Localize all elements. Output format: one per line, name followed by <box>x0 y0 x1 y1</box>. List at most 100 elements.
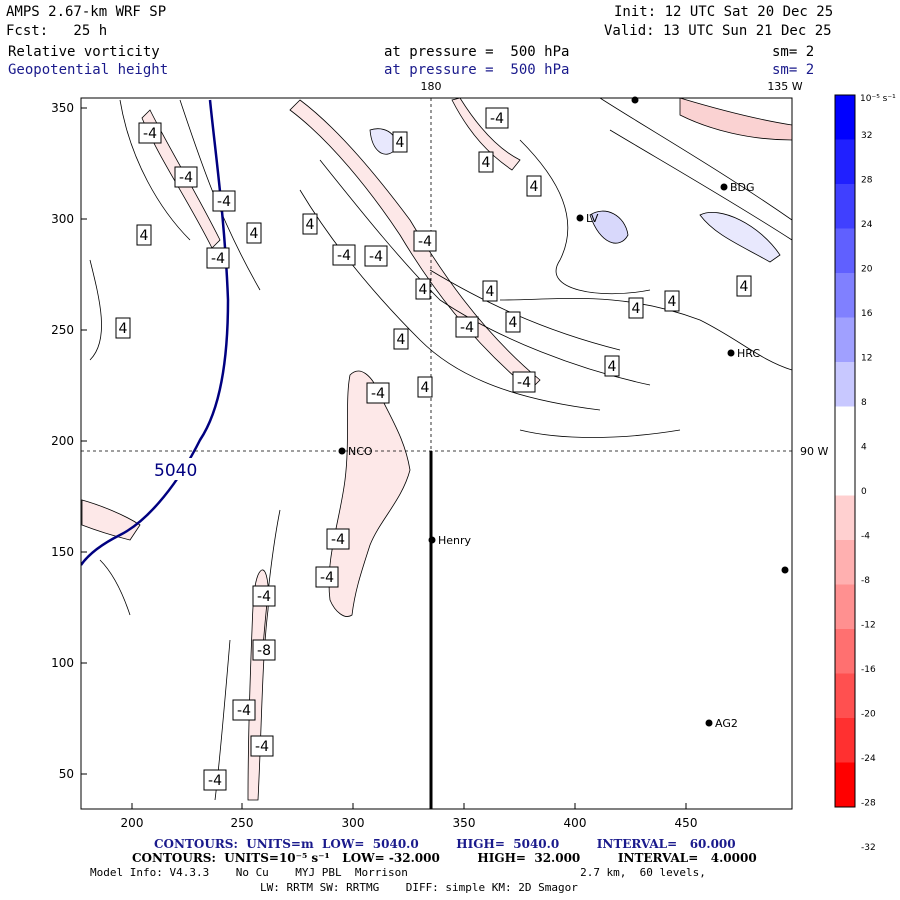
contour-label-box <box>393 328 409 350</box>
contour-label: 4 <box>486 284 495 300</box>
colorbar-segment <box>835 495 855 540</box>
contour-label: -4 <box>255 739 269 755</box>
colorbar-tick-label: -20 <box>861 710 876 720</box>
y-tick-label: 350 <box>51 101 74 115</box>
station-label: HRC <box>737 347 760 360</box>
contour-label: 4 <box>509 315 518 331</box>
positive-vorticity-region <box>699 212 781 263</box>
colorbar-segment <box>835 629 855 674</box>
colorbar-segment <box>835 718 855 763</box>
height-contour-info: CONTOURS: UNITS=m LOW= 5040.0 HIGH= 5040… <box>154 837 736 851</box>
vorticity-contour-labels: -4-44-444-44 -44-44-4-44 44-44-4 4 -4-4-4-4-… <box>115 107 752 791</box>
vorticity-field <box>81 98 792 801</box>
field1-smoothing: sm= 2 <box>772 44 815 60</box>
contour-label-box <box>392 131 408 153</box>
stations: NCO Henry HRC AG2 BDG LV <box>338 96 789 730</box>
contour-label: 4 <box>530 179 539 195</box>
plot-frame <box>80 97 793 810</box>
contour-label-box <box>482 280 498 302</box>
station-label: LV <box>586 212 599 225</box>
colorbar-tick-label: -16 <box>861 665 876 675</box>
contour-label: -4 <box>369 249 383 265</box>
contour-label-box <box>413 230 437 252</box>
station-label: Henry <box>438 534 472 547</box>
contour-label-box <box>512 371 536 393</box>
contour-label-box <box>174 166 198 188</box>
colorbar-tick-label: 8 <box>861 398 867 408</box>
field1-name: Relative vorticity <box>8 44 160 60</box>
contour-label-box <box>332 244 356 266</box>
contour-label: -4 <box>490 111 504 127</box>
contour-label: -4 <box>211 251 225 267</box>
colorbar-units: 10⁻⁵ s⁻¹ <box>860 94 896 104</box>
contour-label-box <box>302 213 318 235</box>
colorbar-tick-label: -8 <box>861 576 870 586</box>
x-tick-label: 400 <box>564 816 587 830</box>
contour-label-box <box>604 355 620 377</box>
contour-label-box <box>366 382 390 404</box>
y-axis: 350 300 250 200 150 100 50 <box>51 101 87 781</box>
colorbar-tick-label: 32 <box>861 131 872 141</box>
colorbar: 10⁻⁵ s⁻¹ 32 28 24 20 16 12 8 4 0 -4 -8 -12 -16 -20 -24 -… <box>834 94 896 853</box>
contour-label: -4 <box>208 773 222 789</box>
physics-info: LW: RRTM SW: RRTMG DIFF: simple KM: 2D S… <box>260 881 578 894</box>
valid-time: Valid: 13 UTC Sun 21 Dec 25 <box>604 23 832 39</box>
forecast-hour: Fcst: 25 h <box>6 23 108 39</box>
x-axis: 200 250 300 350 400 450 <box>121 803 697 830</box>
colorbar-segment <box>835 95 855 140</box>
y-tick-label: 150 <box>51 545 74 559</box>
field2-level: at pressure = 500 hPa <box>384 62 570 78</box>
height-contour-5040 <box>81 99 230 566</box>
y-tick-label: 300 <box>51 212 74 226</box>
contour-label-box <box>526 175 542 197</box>
contour-label: -4 <box>237 703 251 719</box>
positive-vorticity-region <box>589 210 629 244</box>
y-tick-label: 250 <box>51 323 74 337</box>
contour-label-box <box>136 224 152 246</box>
colorbar-segment <box>835 584 855 629</box>
x-tick-label: 350 <box>453 816 476 830</box>
negative-vorticity-region <box>81 499 141 541</box>
contour-label-box <box>415 278 431 300</box>
colorbar-segment <box>835 139 855 184</box>
contour-label-box <box>485 107 509 129</box>
colorbar-segment <box>835 317 855 362</box>
contour-label: -4 <box>143 126 157 142</box>
contour-label: 4 <box>740 279 749 295</box>
contour-label-box <box>252 639 276 661</box>
field2-name: Geopotential height <box>8 62 169 78</box>
colorbar-tick-label: 24 <box>861 220 873 230</box>
colorbar-tick-label: -12 <box>861 621 876 631</box>
model-info: Model Info: V4.3.3 No Cu MYJ PBL Morriso… <box>90 866 706 879</box>
contour-label-box <box>212 190 236 212</box>
contour-label-box <box>664 290 680 312</box>
contour-label: -4 <box>460 320 474 336</box>
colorbar-segment <box>835 273 855 318</box>
contour-label: 4 <box>250 226 259 242</box>
colorbar-tick-label: 12 <box>861 354 872 364</box>
contour-label: -8 <box>257 643 271 659</box>
y-tick-label: 100 <box>51 656 74 670</box>
colorbar-segment <box>835 673 855 718</box>
positive-vorticity-region <box>369 128 397 155</box>
colorbar-segment <box>835 451 855 496</box>
colorbar-tick-label: 16 <box>861 309 873 319</box>
negative-vorticity-region <box>328 370 411 617</box>
contour-label-box <box>628 297 644 319</box>
vorticity-contour-info: CONTOURS: UNITS=10⁻⁵ s⁻¹ LOW= -32.000 HI… <box>132 851 757 865</box>
colorbar-tick-label: 20 <box>861 265 873 275</box>
colorbar-segment <box>835 228 855 273</box>
colorbar-tick-label: 28 <box>861 176 873 186</box>
x-tick-label: 300 <box>342 816 365 830</box>
contour-label: -4 <box>257 589 271 605</box>
colorbar-tick-label: -4 <box>861 532 870 542</box>
x-tick-label: 250 <box>231 816 254 830</box>
init-time: Init: 12 UTC Sat 20 Dec 25 <box>614 4 834 20</box>
contour-label: -4 <box>517 375 531 391</box>
contour-label-box <box>206 247 230 269</box>
contour-label-box <box>417 376 433 398</box>
y-tick-label: 200 <box>51 434 74 448</box>
station-label: NCO <box>348 445 373 458</box>
contour-label: 4 <box>396 135 405 151</box>
